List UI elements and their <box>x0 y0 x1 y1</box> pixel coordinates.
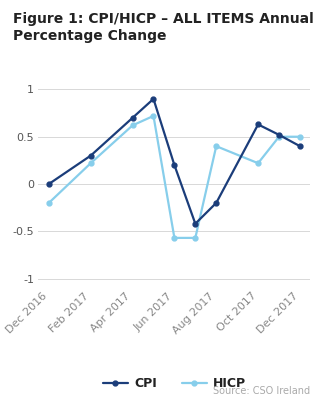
HICP <box>256 161 260 166</box>
Text: Source: CSO Ireland: Source: CSO Ireland <box>213 386 310 396</box>
CPI <box>172 163 176 168</box>
HICP <box>89 161 92 166</box>
HICP <box>298 134 302 139</box>
HICP <box>214 144 218 148</box>
HICP <box>193 236 197 240</box>
HICP <box>277 134 281 139</box>
Line: CPI: CPI <box>46 96 302 226</box>
Legend: CPI, HICP: CPI, HICP <box>103 377 246 390</box>
CPI <box>89 153 92 158</box>
CPI <box>298 144 302 148</box>
Text: Figure 1: CPI/HICP – ALL ITEMS Annual
Percentage Change: Figure 1: CPI/HICP – ALL ITEMS Annual Pe… <box>13 12 314 43</box>
CPI <box>277 132 281 137</box>
CPI <box>152 96 156 101</box>
HICP <box>131 123 134 128</box>
Line: HICP: HICP <box>46 114 302 240</box>
CPI <box>131 116 134 120</box>
HICP <box>47 200 51 205</box>
CPI <box>193 221 197 226</box>
CPI <box>47 182 51 186</box>
CPI <box>214 200 218 205</box>
HICP <box>172 236 176 240</box>
CPI <box>256 122 260 127</box>
HICP <box>152 114 156 118</box>
